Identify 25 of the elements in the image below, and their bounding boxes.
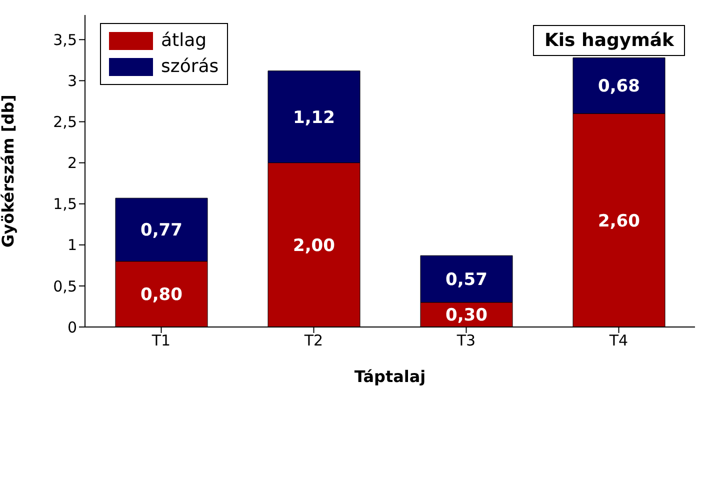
data-label: 0,68: [598, 76, 640, 97]
y-tick-label: 2,5: [53, 113, 77, 132]
text: Kis hagymák: [533, 25, 685, 56]
x-tick-label: T2: [303, 332, 324, 350]
y-tick-label: 0: [67, 318, 77, 336]
y-tick-label: 0,5: [53, 277, 77, 296]
y-tick-label: 1,5: [53, 195, 77, 214]
x-axis-title: Táptalaj: [354, 367, 426, 386]
x-tick-label: T4: [608, 332, 628, 350]
data-label: 1,12: [293, 108, 335, 128]
data-label: 2,00: [293, 236, 336, 256]
y-axis-title: Gyökérszám [db]: [0, 94, 18, 248]
x-tick-label: T1: [150, 332, 171, 350]
x-tick-label: T3: [456, 332, 476, 350]
legend-label: átlag: [161, 29, 207, 53]
data-label: 0,30: [446, 306, 488, 326]
y-tick-label: 3,5: [53, 30, 77, 49]
data-label: 2,60: [598, 211, 640, 232]
data-label: 0,57: [446, 270, 488, 290]
legend-label: szórás: [161, 55, 219, 79]
data-label: 0,77: [140, 220, 182, 241]
data-label: 0,80: [140, 285, 183, 306]
y-tick-label: 3: [67, 72, 77, 90]
y-tick-label: 1: [67, 236, 77, 254]
y-tick-label: 2: [67, 154, 77, 172]
